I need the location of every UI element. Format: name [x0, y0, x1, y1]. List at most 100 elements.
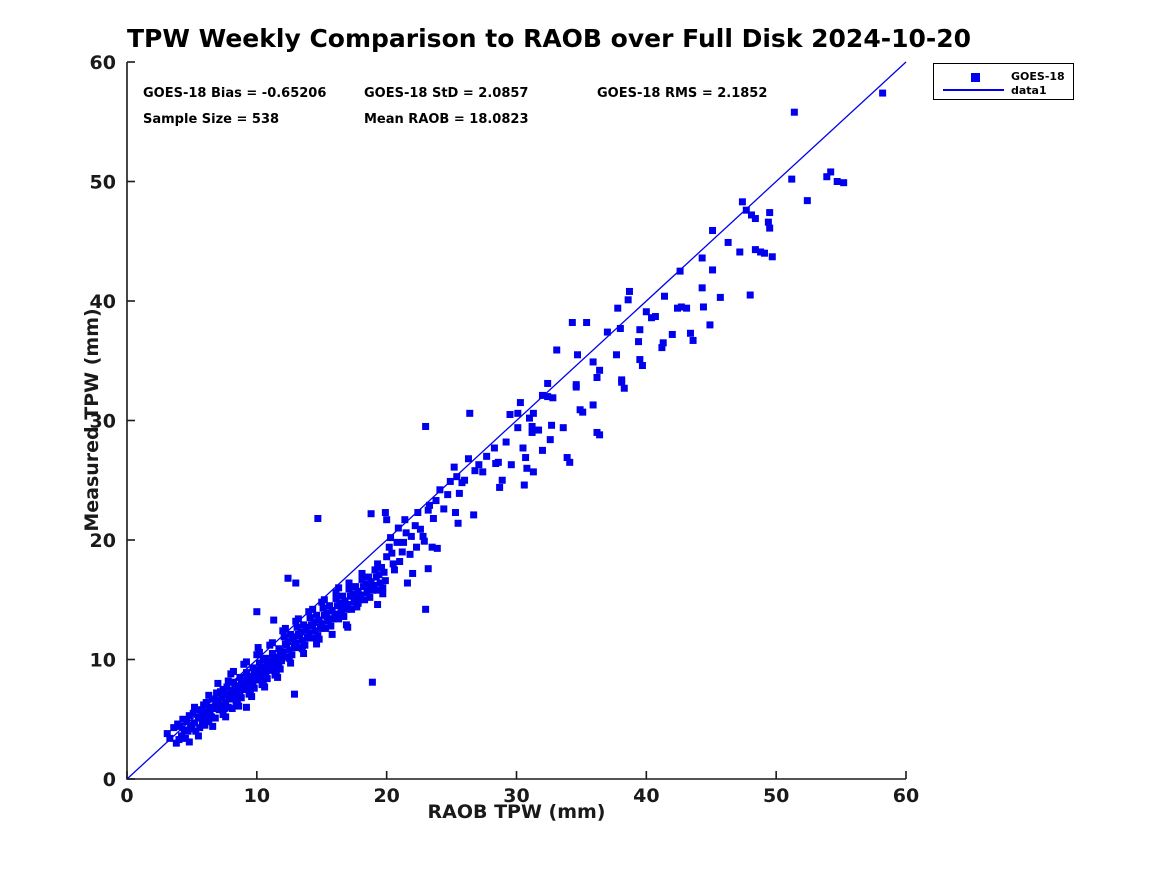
scatter-point — [380, 568, 388, 576]
scatter-point — [268, 650, 276, 658]
scatter-point — [196, 724, 204, 732]
scatter-point — [257, 672, 265, 680]
scatter-point — [450, 463, 458, 471]
scatter-point — [211, 714, 219, 722]
scatter-point — [292, 639, 300, 647]
scatter-point — [433, 544, 441, 552]
scatter-point — [538, 391, 546, 399]
scatter-point — [326, 602, 334, 610]
scatter-point — [332, 595, 340, 603]
scatter-point — [270, 656, 278, 663]
scatter-point — [178, 732, 186, 740]
scatter-point — [350, 593, 358, 601]
scatter-point — [698, 254, 706, 262]
scatter-point — [223, 683, 231, 691]
scatter-point — [254, 676, 262, 684]
scatter-point — [271, 659, 279, 667]
scatter-point — [416, 525, 424, 533]
scatter-point — [840, 179, 848, 187]
scatter-point — [350, 598, 358, 606]
scatter-point — [258, 669, 266, 677]
scatter-point — [332, 589, 340, 597]
scatter-point — [387, 534, 395, 542]
scatter-point — [374, 560, 382, 568]
scatter-point — [349, 590, 357, 598]
scatter-point — [232, 688, 240, 696]
scatter-point — [596, 431, 604, 439]
scatter-point — [220, 704, 228, 712]
scatter-point — [520, 481, 528, 489]
scatter-point — [263, 664, 271, 672]
scatter-point — [689, 336, 697, 344]
scatter-point — [354, 599, 362, 607]
scatter-point — [676, 267, 684, 275]
scatter-point — [192, 727, 200, 735]
scatter-point — [205, 691, 213, 699]
scatter-point — [315, 635, 323, 643]
scatter-point — [337, 608, 345, 616]
scatter-point — [216, 702, 224, 710]
legend-label-goes18: GOES-18 — [1011, 70, 1065, 83]
scatter-point — [736, 248, 744, 256]
scatter-point — [593, 373, 601, 381]
scatter-point — [222, 699, 230, 707]
scatter-point — [327, 622, 335, 630]
scatter-point — [385, 543, 393, 551]
stat-sample-size: Sample Size = 538 — [143, 112, 280, 127]
scatter-point — [538, 446, 546, 454]
scatter-point — [314, 632, 322, 640]
scatter-point — [284, 638, 292, 646]
stat-bias: GOES-18 Bias = -0.65206 — [143, 86, 327, 101]
scatter-point — [374, 601, 382, 609]
scatter-point — [428, 543, 436, 551]
scatter-point — [214, 696, 222, 704]
scatter-point — [709, 226, 717, 234]
scatter-point — [444, 491, 452, 499]
scatter-point — [833, 178, 841, 185]
scatter-point — [563, 454, 571, 462]
scatter-point — [309, 605, 317, 613]
scatter-point — [424, 565, 432, 573]
scatter-point — [209, 695, 217, 703]
scatter-point — [624, 296, 632, 304]
scatter-point — [228, 704, 236, 712]
scatter-point — [318, 620, 326, 628]
y-tick-label: 40 — [90, 291, 116, 313]
scatter-point — [616, 324, 624, 332]
scatter-point — [305, 629, 313, 637]
scatter-point — [361, 596, 369, 604]
scatter-point — [768, 253, 776, 261]
scatter-point — [335, 584, 343, 592]
scatter-point — [201, 721, 209, 729]
scatter-point — [724, 238, 732, 246]
y-tick-label: 60 — [90, 52, 116, 74]
scatter-point — [229, 678, 237, 686]
scatter-point — [272, 669, 280, 677]
scatter-point — [294, 615, 302, 623]
scatter-point — [483, 452, 491, 460]
scatter-point — [528, 422, 536, 430]
scatter-point — [262, 672, 270, 680]
scatter-point — [368, 586, 376, 594]
scatter-point — [296, 632, 304, 640]
scatter-point — [255, 648, 263, 656]
scatter-point — [636, 326, 644, 334]
scatter-point — [292, 579, 300, 587]
scatter-point — [300, 650, 308, 658]
scatter-point — [414, 509, 422, 517]
scatter-point — [407, 532, 415, 540]
scatter-point — [297, 628, 305, 636]
scatter-point — [596, 366, 604, 374]
scatter-point — [574, 351, 582, 359]
scatter-point — [572, 383, 580, 391]
scatter-point — [403, 579, 411, 587]
scatter-point — [236, 691, 244, 699]
scatter-point — [314, 514, 322, 522]
scatter-point — [320, 596, 328, 604]
scatter-point — [219, 685, 227, 693]
scatter-point — [189, 709, 197, 717]
scatter-point — [253, 608, 261, 616]
scatter-point — [673, 304, 681, 312]
scatter-point — [270, 616, 278, 624]
